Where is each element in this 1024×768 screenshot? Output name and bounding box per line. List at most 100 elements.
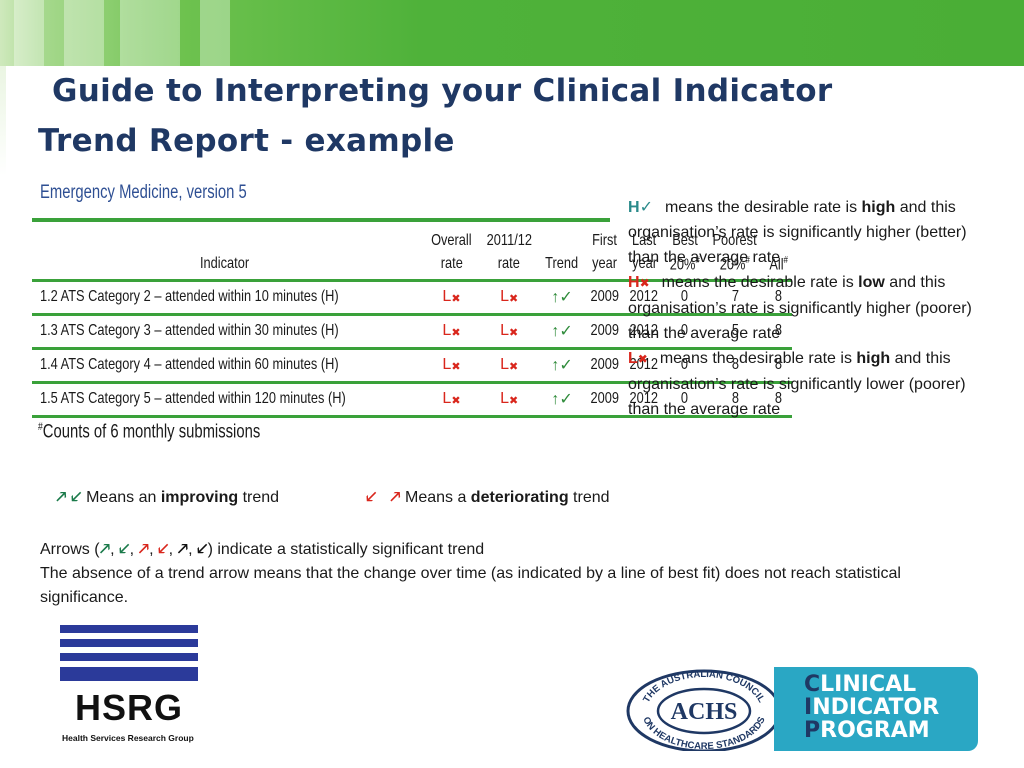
cip-initial: P <box>804 718 821 743</box>
legend-text-post: and this organisation’s rate is signific… <box>628 350 966 418</box>
trend-up-check-icon: ↑✓ <box>551 289 573 306</box>
arrow-down-icon: 🡗 <box>158 541 169 558</box>
legend-text-bold: high <box>856 350 891 367</box>
legend-text-bold: low <box>858 274 885 291</box>
header-stripe <box>64 0 104 66</box>
table-header-row: Indicator rate rate Trend year year 20%# 20%# Al… <box>32 250 792 282</box>
improving-text-pre: Means an <box>86 489 161 506</box>
table-cell-text: 2009 <box>590 356 619 373</box>
table-cell-last: 2012 <box>624 348 664 384</box>
legend-item: H✖ means the desirable rate is low and th… <box>628 270 978 346</box>
table-header-cell: year <box>624 250 664 282</box>
logo-bar <box>60 653 198 661</box>
table-cell-text: 1.3 ATS Category 3 – attended within 30 … <box>40 322 339 339</box>
arrow-up-icon: 🡕 <box>177 541 189 558</box>
table-header-cell: Indicator <box>32 250 425 282</box>
deteriorating-key: 🡗 🡕 Means a deteriorating trend <box>366 486 610 513</box>
table-row: 1.4 ATS Category 4 – attended within 60 … <box>32 348 792 384</box>
table-header-cell: Best <box>664 222 706 250</box>
cross-icon: ✖ <box>509 361 519 373</box>
table-header-cell: rate <box>478 250 540 282</box>
arrow-up-icon: 🡕 <box>389 489 401 506</box>
arrow-down-icon: 🡗 <box>366 489 377 506</box>
rate-flag: L✖ <box>424 280 479 316</box>
rate-flag: L✖ <box>424 314 479 350</box>
header-band <box>0 0 1024 66</box>
achs-cip-logo: THE AUSTRALIAN COUNCIL ON HEALTHCARE STA… <box>624 667 978 751</box>
table-cell-text: 1.4 ATS Category 4 – attended within 60 … <box>40 356 339 373</box>
table-cell-text: 2012 <box>629 356 659 373</box>
rate-flag-letter: L <box>500 322 509 339</box>
table-cell-all: 8 <box>764 348 792 384</box>
legend-text-pre: means the desirable rate is <box>659 350 857 367</box>
indicator-table-figure: Emergency Medicine, version 5 Overall 201… <box>32 180 792 450</box>
table-cell-indicator: 1.4 ATS Category 4 – attended within 60 … <box>32 348 425 384</box>
hsrg-wordmark: HSRG <box>74 687 183 728</box>
table-cell-last: 2012 <box>624 382 664 418</box>
rate-flag: L✖ <box>424 382 479 418</box>
notes: Arrows (🡕, 🡗, 🡕, 🡗, 🡕, 🡗) indicate a sta… <box>40 538 990 610</box>
legend-text-pre: means the desirable rate is <box>661 274 859 291</box>
absence-note: The absence of a trend arrow means that … <box>40 565 901 606</box>
table-cell-text: 8 <box>774 322 782 339</box>
table-header-cell: Overall <box>424 222 479 250</box>
header-stripe <box>120 0 180 66</box>
table-cell-first: 2009 <box>584 382 625 418</box>
table-cell-text: 8 <box>731 356 739 373</box>
table-cell-text: 2012 <box>629 288 659 305</box>
table-caption: Emergency Medicine, version 5 <box>40 182 247 203</box>
table-header-row: Overall 2011/12 First Last Best Poorest <box>32 222 792 250</box>
svg-text:ACHS: ACHS <box>671 699 738 725</box>
cip-line1: CLINICAL <box>804 673 939 696</box>
table-header-text: All# <box>768 254 788 273</box>
table-header-text: year <box>592 255 617 273</box>
table-cell-text: 8 <box>731 390 739 407</box>
legend-item: L✖ means the desirable rate is high and t… <box>628 346 978 422</box>
rate-flag-letter: L <box>442 390 452 407</box>
header-stripe <box>14 0 44 66</box>
table-cell-last: 2012 <box>624 314 664 350</box>
left-accent <box>0 66 6 176</box>
deteriorating-text-post: trend <box>568 489 610 506</box>
rate-flag: L✖ <box>478 280 540 316</box>
table-cell-text: 8 <box>774 390 782 407</box>
table-cell-poorest: 7 <box>705 280 765 316</box>
cip-wordmark: CLINICAL INDICATOR PROGRAM <box>804 673 939 742</box>
table-cell-indicator: 1.5 ATS Category 5 – attended within 120… <box>32 382 425 418</box>
table-cell-first: 2009 <box>584 280 625 316</box>
table-cell-text: 2009 <box>590 322 619 339</box>
arrow-down-icon: 🡗 <box>119 541 130 558</box>
table-cell-last: 2012 <box>624 280 664 316</box>
footnote-mark: # <box>783 254 788 266</box>
rate-flag-letter: L <box>500 356 509 373</box>
table-row: 1.2 ATS Category 2 – attended within 10 … <box>32 280 792 316</box>
legend-text-bold: high <box>861 199 896 216</box>
cip-initial: I <box>804 695 813 720</box>
header-stripe <box>200 0 230 66</box>
table-cell-indicator: 1.3 ATS Category 3 – attended within 30 … <box>32 314 425 350</box>
arrow-down-icon: 🡗 <box>71 489 82 506</box>
table-header-cell: 20%# <box>705 250 765 282</box>
cross-icon: ✖ <box>509 293 519 305</box>
logo-bar <box>60 667 198 681</box>
table-top-rule <box>32 218 610 222</box>
table-header-cell: Last <box>624 222 664 250</box>
table-header-cell <box>539 222 584 250</box>
cip-rest: ROGRAM <box>820 718 930 743</box>
arrows-note: Arrows (🡕, 🡗, 🡕, 🡗, 🡕, 🡗) indicate a sta… <box>40 541 485 558</box>
trend-up-check-icon: ↑✓ <box>551 323 573 340</box>
trend-cell: ↑✓ <box>539 314 585 350</box>
table-header-cell: Trend <box>539 250 585 282</box>
rate-flag-letter: L <box>442 356 452 373</box>
table-cell-text: 2012 <box>629 390 659 407</box>
deteriorating-text-bold: deteriorating <box>470 489 569 506</box>
table-header-text: Trend <box>545 255 579 273</box>
footnote-mark: # <box>695 254 700 266</box>
table-cell-first: 2009 <box>584 348 625 384</box>
legend-text-post: and this organisation’s rate is signific… <box>628 199 967 266</box>
hsrg-subtitle: Health Services Research Group <box>62 733 194 743</box>
legend-key: H <box>628 274 640 291</box>
cross-icon: ✖ <box>509 395 519 407</box>
cip-line3: PROGRAM <box>804 719 939 742</box>
rate-flag: L✖ <box>478 314 540 350</box>
